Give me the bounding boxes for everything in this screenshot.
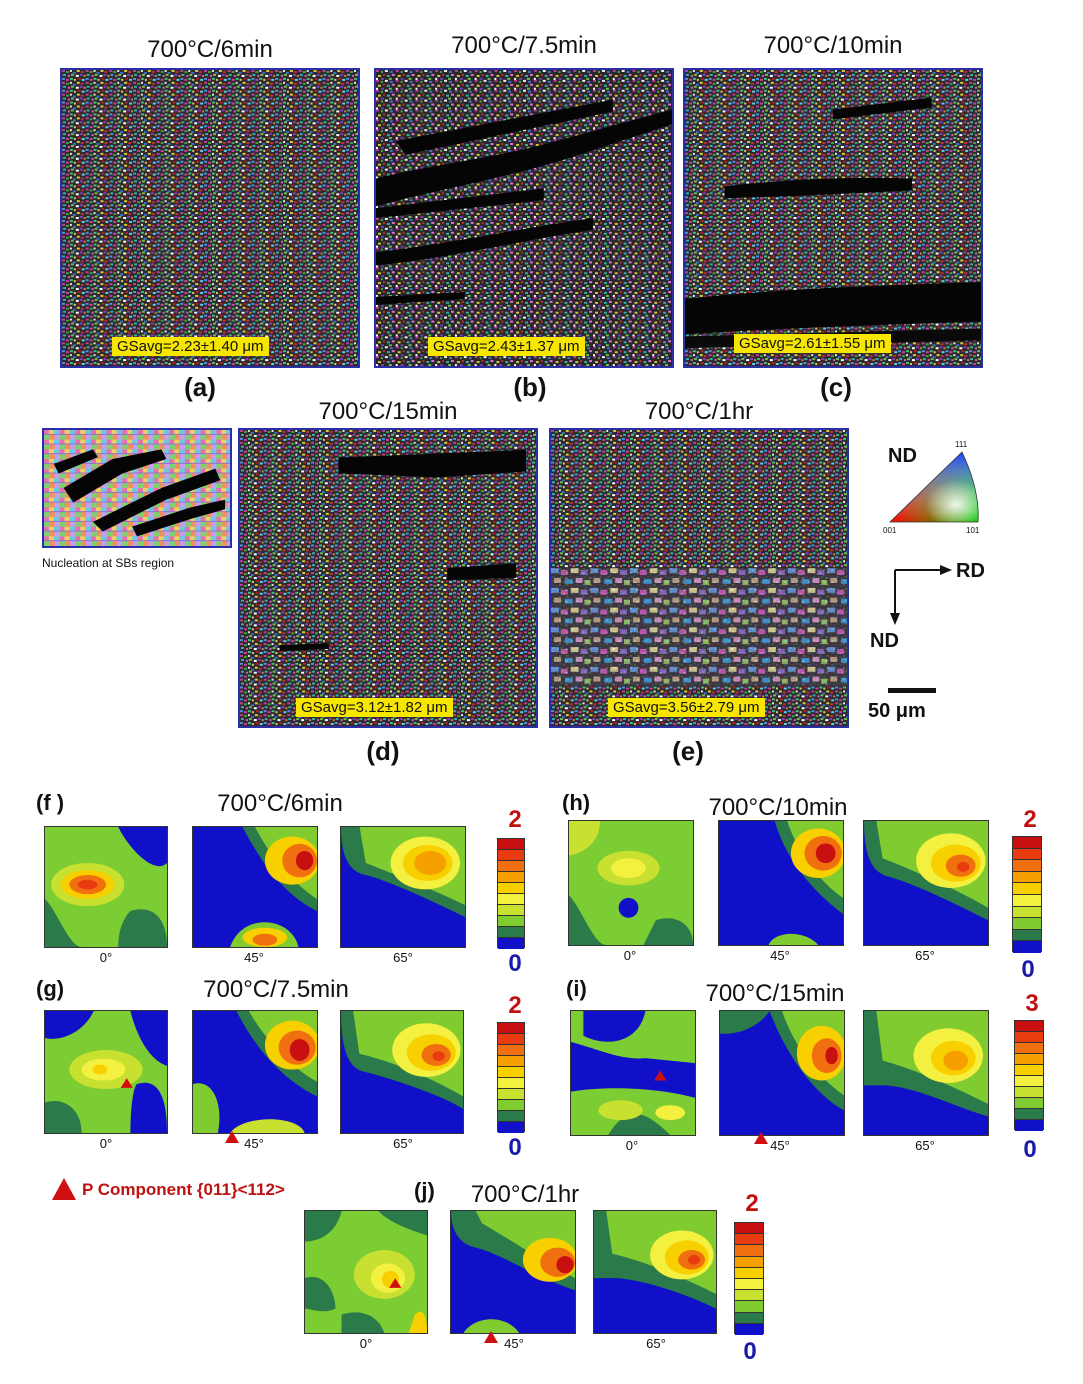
colorbar-j	[734, 1222, 764, 1335]
panel-f-title: 700°C/6min	[217, 790, 343, 817]
angle-j-45: 45°	[504, 1336, 524, 1351]
ebsd-map-e	[549, 428, 849, 728]
angle-j-65: 65°	[646, 1336, 666, 1351]
grain-size-d: GSavg=3.12±1.82 μm	[296, 698, 453, 717]
odf-j-0	[304, 1210, 428, 1334]
odf-h-65	[863, 820, 989, 946]
colorbar-h-min: 0	[1021, 956, 1035, 983]
ipf-corner-001: 001	[883, 526, 897, 535]
panel-d-label: (d)	[366, 736, 400, 766]
colorbar-j-min: 0	[743, 1338, 757, 1365]
angle-g-45: 45°	[244, 1136, 264, 1151]
angle-i-0: 0°	[625, 1138, 639, 1153]
panel-i-label: (i)	[566, 976, 587, 1001]
panel-g-label: (g)	[36, 976, 65, 1001]
angle-f-0: 0°	[99, 950, 113, 965]
grain-size-b: GSavg=2.43±1.37 μm	[428, 337, 585, 356]
angle-h-45: 45°	[770, 948, 790, 963]
scale-bar	[888, 688, 936, 693]
ipf-corner-111: 111	[955, 440, 968, 449]
odf-i-65	[863, 1010, 989, 1136]
odf-f-0	[44, 826, 168, 948]
grain-size-a: GSavg=2.23±1.40 μm	[112, 337, 269, 356]
panel-b-label: (b)	[513, 372, 547, 402]
odf-h-45	[718, 820, 844, 946]
scale-bar-label: 50 μm	[868, 700, 926, 722]
ebsd-map-d	[238, 428, 538, 728]
odf-g-65	[340, 1010, 464, 1134]
ebsd-map-c	[683, 68, 983, 368]
angle-i-45: 45°	[770, 1138, 790, 1153]
colorbar-f-max: 2	[508, 806, 522, 833]
colorbar-i-max: 3	[1025, 990, 1039, 1017]
colorbar-g	[497, 1022, 525, 1133]
panel-c-label: (c)	[820, 372, 852, 402]
panel-j-label: (j)	[414, 1178, 435, 1203]
p-component-marker-icon	[120, 1078, 133, 1088]
p-component-marker-icon	[225, 1130, 239, 1143]
colorbar-g-min: 0	[508, 1134, 522, 1161]
inset-caption: Nucleation at SBs region	[42, 556, 175, 570]
p-component-legend: P Component {011}<112>	[82, 1180, 285, 1199]
angle-g-0: 0°	[99, 1136, 113, 1151]
odf-i-0	[570, 1010, 696, 1136]
odf-f-65	[340, 826, 466, 948]
angle-h-0: 0°	[623, 948, 637, 963]
panel-c-title: 700°C/10min	[763, 32, 903, 59]
colorbar-f-min: 0	[508, 950, 522, 977]
angle-h-65: 65°	[915, 948, 935, 963]
nucleation-inset	[42, 428, 232, 548]
odf-g-0	[44, 1010, 168, 1134]
nd-label: ND	[870, 630, 899, 652]
direction-axes-icon	[880, 555, 980, 635]
p-component-marker-icon	[754, 1131, 768, 1144]
panel-h-title: 700°C/10min	[708, 794, 848, 821]
panel-a-label: (a)	[184, 372, 216, 402]
ebsd-map-a	[60, 68, 360, 368]
colorbar-i-min: 0	[1023, 1136, 1037, 1163]
panel-e-title: 700°C/1hr	[644, 398, 754, 425]
colorbar-f	[497, 838, 525, 949]
angle-i-65: 65°	[915, 1138, 935, 1153]
panel-h-label: (h)	[562, 790, 591, 815]
ipf-axis-label: ND	[888, 445, 917, 467]
odf-f-45	[192, 826, 318, 948]
odf-h-0	[568, 820, 694, 946]
grain-size-c: GSavg=2.61±1.55 μm	[734, 334, 891, 353]
odf-g-45	[192, 1010, 318, 1134]
colorbar-h-max: 2	[1023, 806, 1037, 833]
panel-f-label: (f )	[36, 790, 65, 815]
p-component-marker-icon	[484, 1330, 498, 1343]
panel-b-title: 700°C/7.5min	[451, 32, 597, 59]
ebsd-map-b	[374, 68, 674, 368]
odf-i-45	[719, 1010, 845, 1136]
colorbar-h	[1012, 836, 1042, 953]
panel-g-title: 700°C/7.5min	[203, 976, 349, 1003]
rd-label: RD	[956, 560, 985, 582]
grain-size-e: GSavg=3.56±2.79 μm	[608, 698, 765, 717]
angle-j-0: 0°	[359, 1336, 373, 1351]
panel-i-title: 700°C/15min	[705, 980, 845, 1007]
angle-f-45: 45°	[244, 950, 264, 965]
angle-g-65: 65°	[393, 1136, 413, 1151]
colorbar-j-max: 2	[745, 1190, 759, 1217]
panel-j-title: 700°C/1hr	[470, 1181, 580, 1208]
p-component-legend-icon	[52, 1178, 76, 1200]
colorbar-g-max: 2	[508, 992, 522, 1019]
panel-a-title: 700°C/6min	[147, 36, 273, 63]
ipf-triangle	[880, 440, 990, 540]
colorbar-i	[1014, 1020, 1044, 1131]
odf-j-65	[593, 1210, 717, 1334]
ipf-corner-101: 101	[966, 526, 980, 535]
angle-f-65: 65°	[393, 950, 413, 965]
panel-d-title: 700°C/15min	[318, 398, 458, 425]
odf-j-45	[450, 1210, 576, 1334]
panel-e-label: (e)	[672, 736, 704, 766]
